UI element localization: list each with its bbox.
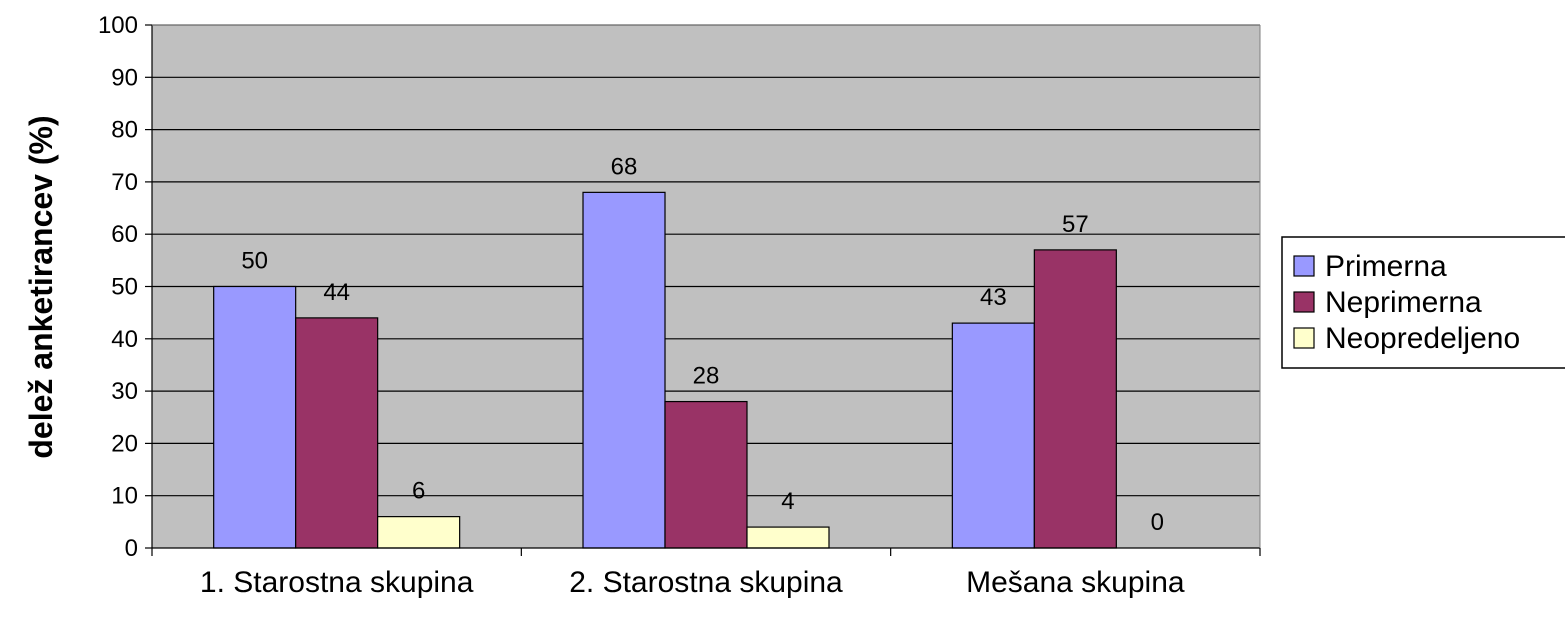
x-category-label: 1. Starostna skupina [200, 566, 474, 599]
bar-primerna-1 [213, 285, 297, 549]
legend-label: Neprimerna [1325, 286, 1482, 319]
y-tick-label: 60 [111, 221, 138, 248]
data-label: 6 [412, 478, 425, 505]
data-label: 0 [1151, 509, 1164, 536]
bar-neopredeljeno-1 [377, 516, 461, 549]
x-category-labels: 1. Starostna skupina 2. Starostna skupina… [200, 566, 1185, 599]
y-tick-labels: 0 10 20 30 40 50 60 70 80 90 100 [98, 12, 138, 562]
data-label: 43 [980, 284, 1007, 311]
data-labels: 50 44 6 68 28 4 43 57 0 [241, 153, 1164, 536]
y-tick-label: 50 [111, 274, 138, 301]
y-tick-label: 80 [111, 117, 138, 144]
bar-neprimerna-3 [1033, 249, 1117, 549]
y-tick-label: 70 [111, 169, 138, 196]
data-label: 68 [611, 153, 638, 180]
bars [213, 191, 1117, 549]
bar-primerna-2 [582, 191, 666, 549]
bar-neprimerna-1 [295, 317, 379, 549]
legend-box [1281, 236, 1565, 369]
y-tick-label: 90 [111, 64, 138, 91]
data-label: 50 [241, 248, 268, 275]
x-category-label: 2. Starostna skupina [569, 566, 843, 599]
y-tick-label: 40 [111, 326, 138, 353]
bar-primerna-3 [951, 322, 1035, 549]
bar-neprimerna-2 [664, 400, 748, 549]
y-tick-label: 100 [98, 12, 138, 39]
data-label: 28 [693, 363, 720, 390]
x-category-label: Mešana skupina [966, 566, 1185, 599]
axes [145, 24, 1261, 556]
y-tick-label: 10 [111, 483, 138, 510]
y-axis-title: delež anketirancev (%) [23, 115, 59, 458]
legend-label: Primerna [1325, 250, 1447, 283]
y-tick-label: 30 [111, 378, 138, 405]
bar-neopredeljeno-2 [746, 526, 830, 549]
y-tick-label: 0 [125, 535, 138, 562]
data-label: 57 [1062, 211, 1089, 238]
legend-swatch-neprimerna [1293, 291, 1315, 313]
legend-swatch-primerna [1293, 255, 1315, 277]
legend-swatch-neopredeljeno [1293, 327, 1315, 349]
y-tick-label: 20 [111, 430, 138, 457]
data-label: 4 [781, 488, 794, 515]
data-label: 44 [323, 279, 350, 306]
legend-label: Neopredeljeno [1325, 322, 1520, 355]
